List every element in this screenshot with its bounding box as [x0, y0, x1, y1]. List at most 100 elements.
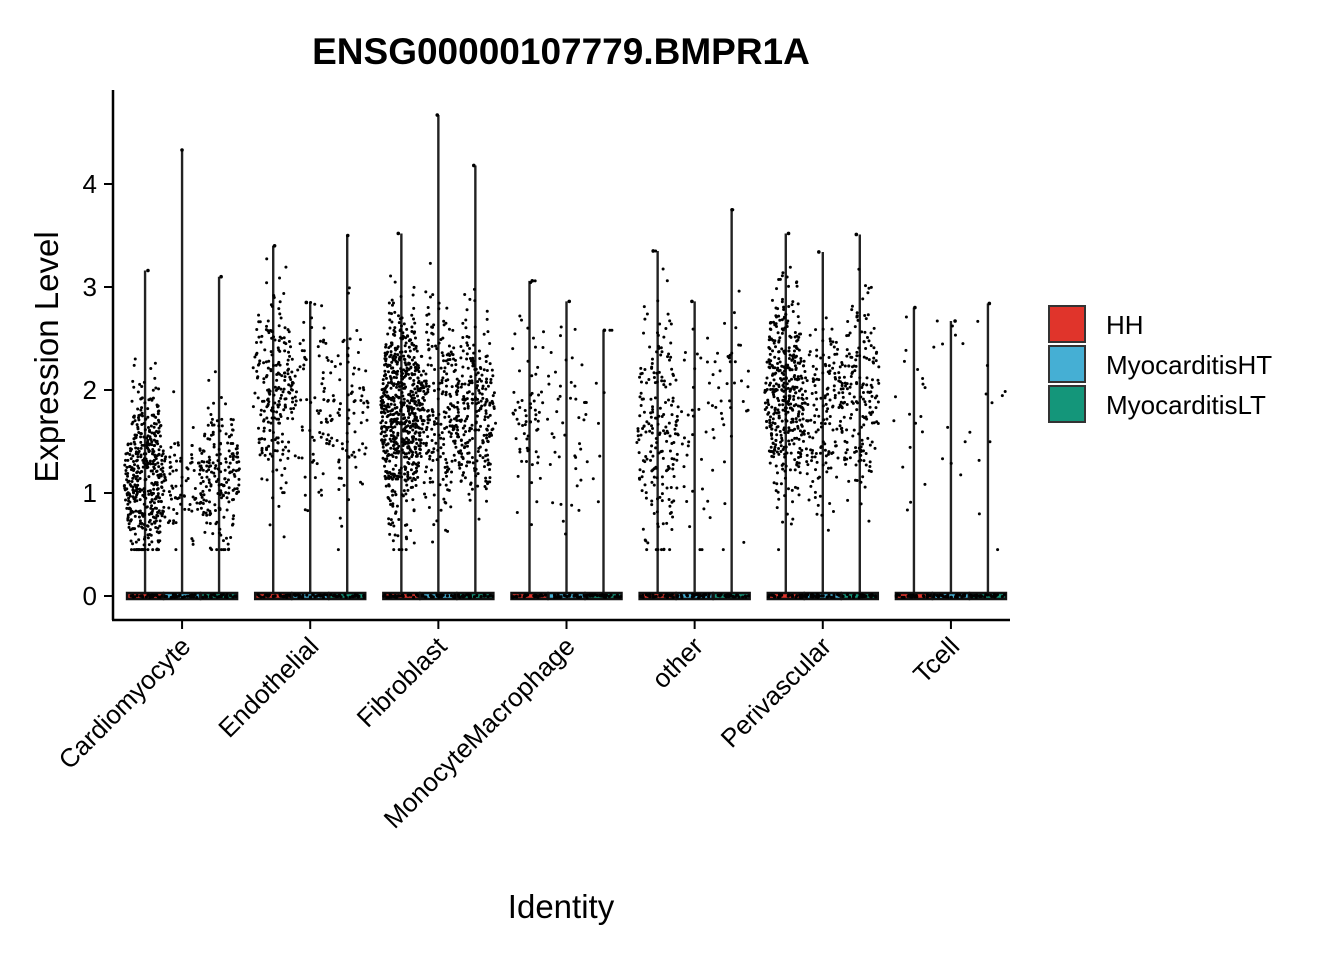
point [169, 497, 173, 501]
point [225, 595, 229, 599]
point [394, 510, 398, 514]
point [876, 378, 880, 382]
point [825, 417, 829, 421]
point [286, 372, 290, 376]
point [151, 507, 155, 511]
point [868, 464, 872, 468]
point [215, 419, 219, 423]
point [857, 267, 861, 271]
x-tick-label: Perivascular [715, 631, 838, 754]
point [867, 339, 871, 343]
point [414, 483, 418, 487]
point [144, 528, 148, 532]
point [841, 391, 845, 395]
point [779, 450, 783, 454]
point [968, 430, 972, 434]
point [815, 592, 819, 597]
point [400, 350, 404, 354]
point [801, 381, 805, 385]
point [707, 594, 711, 599]
point [449, 418, 453, 422]
point [480, 373, 484, 377]
point [528, 402, 532, 406]
point [513, 332, 517, 336]
point [669, 341, 673, 345]
point [526, 434, 530, 438]
point [384, 343, 388, 347]
point [151, 515, 155, 519]
point [792, 353, 796, 357]
point [662, 383, 666, 387]
point [394, 440, 398, 444]
point [128, 494, 132, 498]
y-tick-label: 2 [83, 375, 97, 405]
point [226, 548, 230, 552]
point [665, 429, 669, 433]
point [419, 455, 423, 459]
point [408, 349, 412, 353]
point [836, 593, 840, 597]
point [167, 490, 171, 494]
point [776, 362, 780, 366]
point [379, 432, 383, 436]
point [874, 359, 878, 363]
point [853, 450, 857, 454]
point [388, 355, 392, 359]
point [452, 427, 456, 431]
point [315, 462, 319, 466]
point [172, 519, 176, 523]
point [392, 412, 396, 416]
point [475, 414, 479, 418]
point [511, 411, 515, 415]
point [732, 311, 736, 315]
point [129, 539, 133, 543]
point [441, 390, 445, 394]
point [856, 318, 860, 322]
point [479, 595, 483, 599]
point [580, 363, 584, 367]
point [287, 367, 291, 371]
point [467, 451, 471, 455]
point [126, 474, 130, 478]
point [640, 489, 644, 493]
point [816, 428, 820, 432]
point [400, 401, 404, 405]
point [850, 308, 854, 312]
point [137, 515, 141, 519]
point [941, 342, 945, 346]
point [457, 461, 461, 465]
point [742, 540, 746, 544]
point [793, 377, 797, 381]
point [787, 439, 791, 443]
point [777, 357, 781, 361]
point [655, 331, 659, 335]
point [642, 424, 646, 428]
point [398, 468, 402, 472]
point [638, 375, 642, 379]
point [387, 301, 391, 305]
point [985, 364, 989, 368]
point [213, 474, 217, 478]
point [456, 414, 460, 418]
point [191, 539, 195, 543]
point [380, 438, 384, 442]
point [778, 594, 782, 598]
point [198, 472, 202, 476]
point [456, 593, 461, 597]
point [412, 393, 416, 397]
point [846, 320, 850, 324]
point [258, 453, 262, 457]
point [432, 381, 436, 385]
point [172, 507, 176, 511]
point [176, 443, 180, 447]
point [780, 318, 784, 322]
point [775, 506, 779, 510]
point [231, 522, 235, 526]
point [432, 493, 436, 497]
point [849, 382, 853, 386]
point [398, 358, 402, 362]
point [652, 511, 656, 515]
point [320, 493, 324, 497]
point [402, 375, 406, 379]
point [386, 350, 390, 354]
